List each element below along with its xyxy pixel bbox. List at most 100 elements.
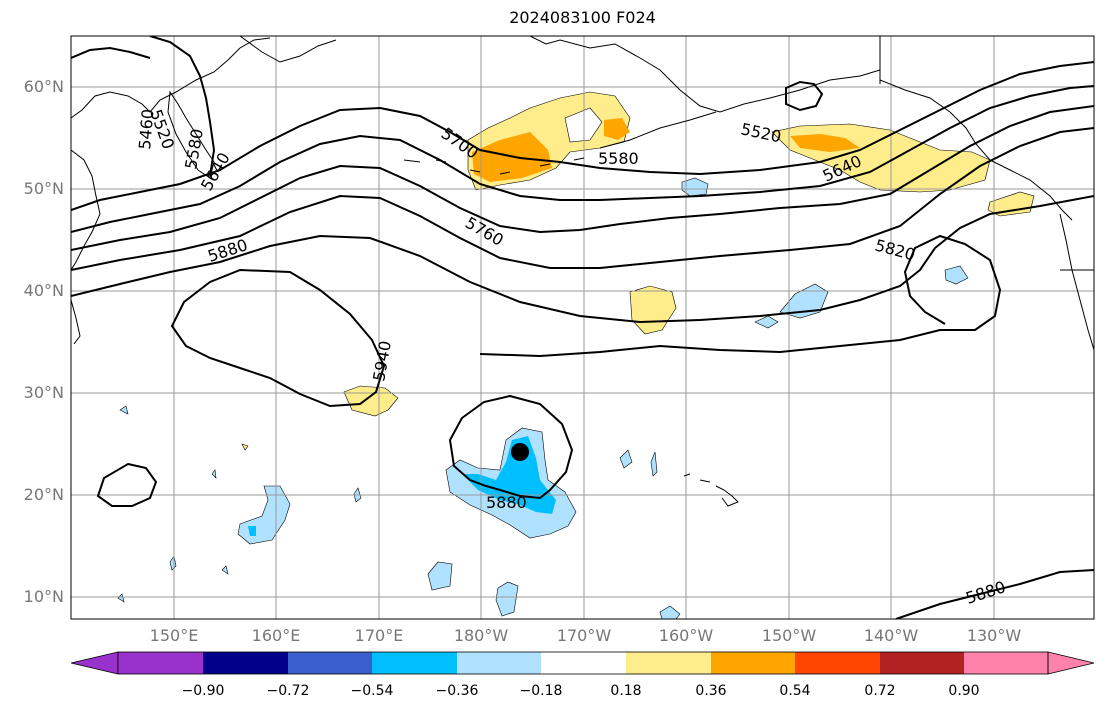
contour-line: [71, 127, 1094, 271]
negative-anomaly-area: [495, 581, 519, 617]
contour-line: [71, 105, 1094, 251]
contour-label: 5580: [181, 127, 207, 170]
lat-label: 20°N: [23, 485, 64, 504]
contour-line: [895, 569, 1094, 619]
negative-anomaly-area: [427, 561, 453, 591]
lon-label: 150°W: [761, 626, 817, 645]
contour-line: [96, 462, 158, 507]
colorbar-segment: [288, 652, 372, 674]
lat-label: 50°N: [23, 179, 64, 198]
chukotka-coast: [239, 36, 337, 63]
lon-label: 170°W: [556, 626, 612, 645]
colorbar-segment: [118, 652, 203, 674]
contour-label: 5580: [598, 149, 639, 168]
lat-label: 60°N: [23, 77, 64, 96]
colorbar-tick-label: 0.54: [779, 683, 811, 699]
positive-anomaly-area: [241, 443, 249, 451]
negative-anomaly-area: [117, 593, 125, 603]
lon-label: 140°W: [863, 626, 919, 645]
colorbar-segment: [880, 652, 964, 674]
height-contours: [71, 36, 1094, 619]
colorbar-tick-label: 0.18: [610, 683, 642, 699]
contour-label: 5880: [205, 235, 250, 266]
sea-of-okhotsk-shore: [71, 299, 81, 345]
contour-line: [71, 61, 1094, 211]
contour-line: [170, 268, 386, 408]
colorbar: [70, 651, 1095, 675]
colorbar-segment: [203, 652, 288, 674]
lat-label: 40°N: [23, 281, 64, 300]
gulf-of-alaska-coast: [879, 79, 1073, 221]
negative-anomaly-area: [650, 451, 658, 477]
colorbar-high-extension: [1047, 651, 1095, 675]
colorbar-tick-label: −0.54: [350, 683, 394, 699]
alaska-coast: [529, 36, 881, 113]
lon-label: 130°W: [966, 626, 1022, 645]
colorbar-tick-label: 0.72: [864, 683, 896, 699]
asia-coast: [71, 149, 101, 271]
lat-label: 30°N: [23, 383, 64, 402]
colorbar-segment: [964, 652, 1048, 674]
lon-label: 160°W: [658, 626, 714, 645]
negative-anomaly-area: [659, 605, 681, 619]
colorbar-tick-label: −0.90: [181, 683, 225, 699]
contour-line: [448, 394, 574, 500]
positive-anomaly-area: [629, 285, 677, 335]
lon-label: 160°E: [251, 626, 301, 645]
contour-line: [149, 36, 216, 177]
negative-anomaly-area: [619, 449, 633, 469]
colorbar-tick-label: −0.36: [435, 683, 479, 699]
colorbar-segment: [372, 652, 457, 674]
map-title: 2024083100 F024: [509, 8, 656, 27]
contour-label: 5460: [135, 108, 157, 150]
positive-anomaly-area: [343, 385, 399, 417]
colorbar-tick-label: 0.90: [948, 683, 980, 699]
negative-anomaly-area: [754, 315, 779, 329]
contour-line: [71, 85, 1094, 233]
kamchatka-coast: [71, 37, 271, 119]
contour-label: 5940: [369, 339, 395, 382]
contour-label: 5820: [873, 236, 917, 265]
colorbar-tick-label: −0.72: [266, 683, 310, 699]
colorbar-low-extension: [70, 651, 119, 675]
contour-line: [479, 234, 1002, 358]
colorbar-segment: [626, 652, 711, 674]
negative-anomaly-area: [211, 469, 217, 479]
anomaly-fills: [117, 91, 1035, 619]
negative-anomaly-area: [169, 555, 177, 571]
colorbar-segment: [457, 652, 541, 674]
negative-anomaly-core: [248, 526, 256, 536]
negative-anomaly-area: [221, 565, 229, 575]
lon-label: 180°W: [453, 626, 509, 645]
negative-anomaly-area: [681, 177, 709, 197]
map-frame: [70, 35, 1095, 620]
contour-label: 5880: [486, 493, 527, 512]
hawaiian-islands: [683, 473, 739, 507]
positive-anomaly-core: [790, 134, 860, 152]
colorbar-segment: [541, 652, 626, 674]
lat-label: 10°N: [23, 587, 64, 606]
us-west-coast: [1059, 213, 1094, 351]
contour-line: [71, 46, 151, 59]
lon-label: 150°E: [149, 626, 199, 645]
negative-anomaly-area: [119, 405, 129, 415]
kamchatka-peninsula: [167, 90, 215, 179]
contour-line: [785, 80, 824, 112]
colorbar-tick-label: −0.18: [519, 683, 563, 699]
contour-label: 5880: [963, 577, 1008, 608]
colorbar-tick-label: 0.36: [695, 683, 727, 699]
positive-anomaly-core: [604, 118, 630, 140]
coastlines: [71, 36, 1094, 507]
alaska-peninsula: [599, 111, 717, 149]
colorbar-outline: [117, 651, 1049, 675]
negative-anomaly-area: [944, 265, 969, 285]
colorbar-segment: [711, 652, 795, 674]
contour-label: 5520: [739, 119, 783, 146]
storm-center-marker: [511, 443, 529, 461]
positive-anomaly-area: [987, 191, 1035, 217]
contour-line: [71, 195, 1094, 324]
lon-label: 170°E: [354, 626, 404, 645]
colorbar-segment: [795, 652, 880, 674]
